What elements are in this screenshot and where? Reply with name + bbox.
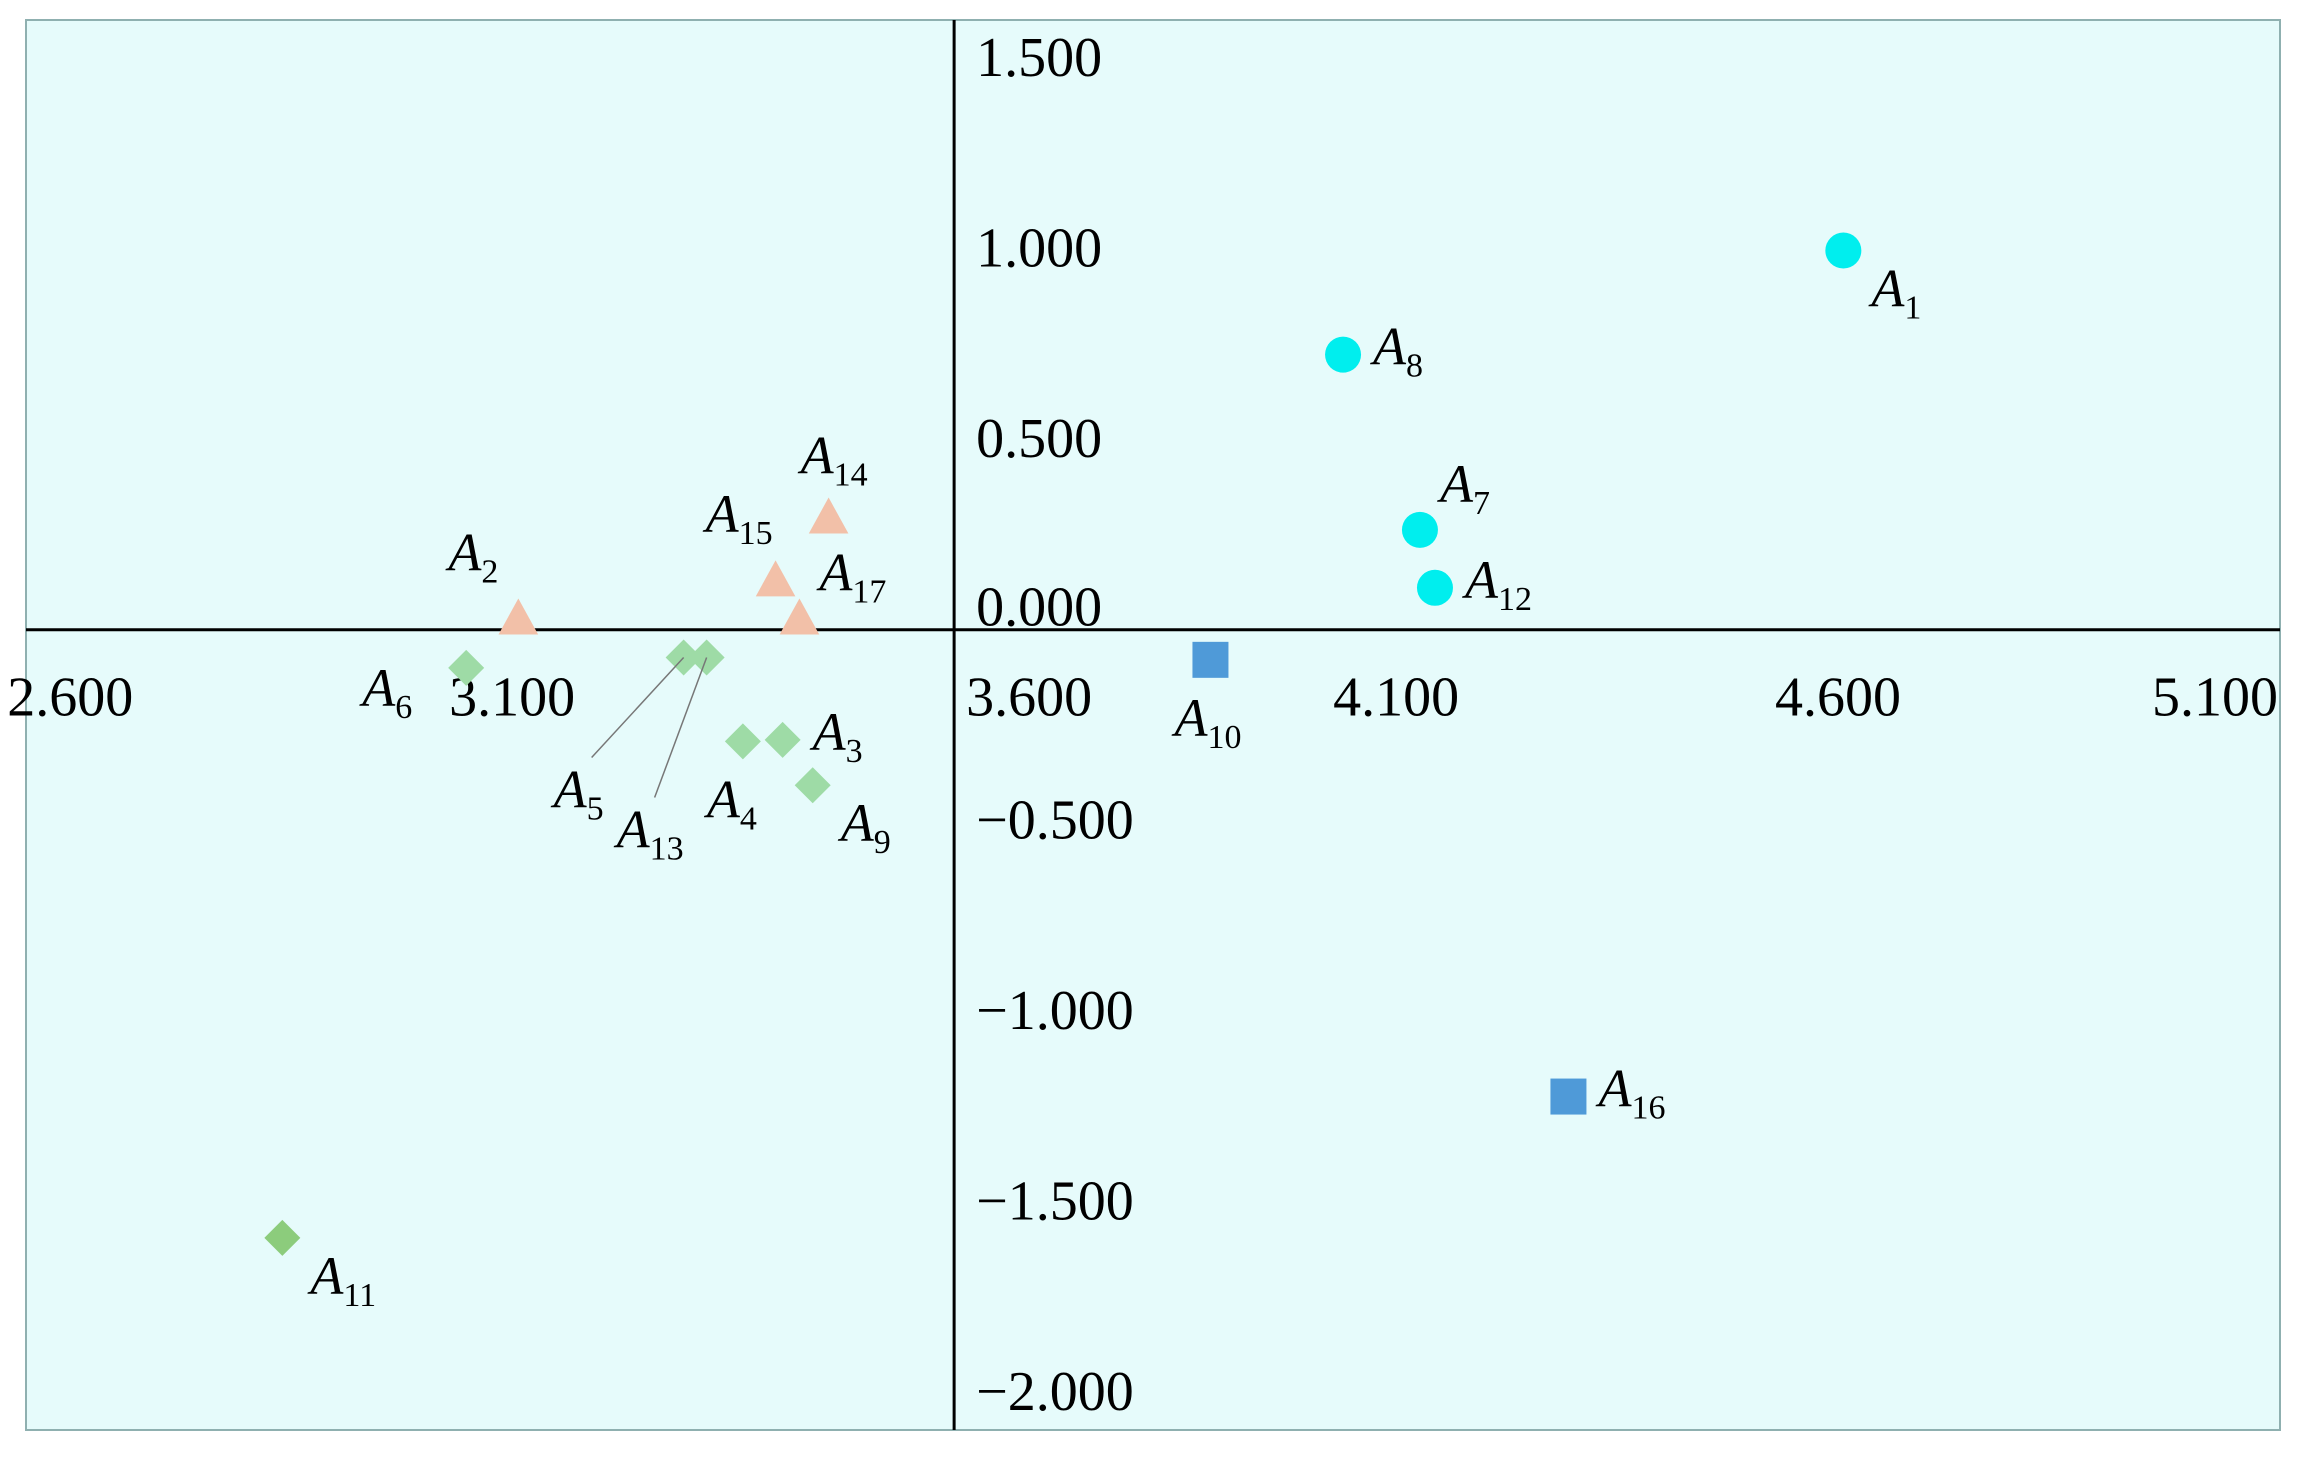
- point-a14: [808, 497, 849, 534]
- point-label: A6: [359, 658, 412, 726]
- point-label: A17: [816, 542, 886, 610]
- point-label-sub: 16: [1631, 1090, 1665, 1127]
- point-label-sub: 8: [1406, 348, 1423, 385]
- point-label: A8: [1370, 317, 1423, 385]
- point-a12: [1416, 569, 1453, 606]
- leader-line: [591, 657, 685, 759]
- point-label-sub: 11: [343, 1277, 376, 1314]
- point-label-main: A: [1171, 688, 1208, 748]
- point-label-sub: 14: [834, 456, 868, 493]
- point-label: A3: [810, 702, 863, 770]
- point-label-sub: 13: [650, 831, 684, 868]
- point-label-main: A: [704, 769, 741, 829]
- point-label-sub: 4: [740, 800, 757, 837]
- point-label-sub: 3: [846, 733, 863, 770]
- point-label-main: A: [1868, 259, 1905, 319]
- point-label: A2: [445, 522, 498, 590]
- y-tick-label: 1.000: [976, 218, 1102, 280]
- point-label-main: A: [1595, 1059, 1632, 1119]
- y-tick-label: 0.000: [976, 577, 1102, 639]
- point-label-main: A: [551, 760, 588, 820]
- x-tick-label: 4.600: [1775, 667, 1901, 729]
- point-label-main: A: [798, 425, 835, 485]
- point-label: A16: [1595, 1059, 1665, 1127]
- point-label: A5: [551, 760, 604, 828]
- point-a3: [764, 721, 801, 758]
- point-label-sub: 12: [1498, 581, 1532, 618]
- point-label: A11: [307, 1246, 376, 1314]
- point-label: A7: [1437, 454, 1490, 522]
- point-a1: [1825, 232, 1862, 269]
- point-a4: [724, 723, 761, 760]
- point-a7: [1401, 511, 1438, 548]
- point-a15: [755, 560, 796, 597]
- chart-marks: 2.600 3.100 3.600 4.100 4.600 5.1001.5001.000…: [7, 20, 2280, 1430]
- point-label: A10: [1171, 688, 1241, 756]
- y-tick-label: −1.000: [976, 980, 1134, 1042]
- y-tick-label: −0.500: [976, 789, 1134, 851]
- point-label: A9: [838, 793, 891, 861]
- point-a2: [498, 598, 539, 635]
- point-label-sub: 5: [587, 791, 604, 828]
- point-label-sub: 6: [395, 689, 412, 726]
- point-label-sub: 2: [481, 553, 498, 590]
- point-label: A1: [1868, 259, 1921, 327]
- point-label: A4: [704, 769, 757, 837]
- point-label: A15: [703, 484, 773, 552]
- point-label-main: A: [359, 658, 396, 718]
- y-tick-label: 1.500: [976, 27, 1102, 89]
- point-a11: [264, 1219, 301, 1256]
- x-tick-label: 3.600: [966, 667, 1092, 729]
- point-label-main: A: [1462, 550, 1499, 610]
- x-tick-label: 2.600: [7, 667, 133, 729]
- y-tick-label: −1.500: [976, 1170, 1134, 1232]
- point-label-sub: 7: [1473, 485, 1490, 522]
- point-label-main: A: [445, 522, 482, 582]
- point-label-sub: 15: [739, 515, 773, 552]
- point-label-main: A: [614, 800, 651, 860]
- point-a9: [794, 767, 831, 804]
- point-label: A12: [1462, 550, 1532, 618]
- x-tick-label: 4.100: [1333, 667, 1459, 729]
- point-a6: [448, 649, 485, 686]
- y-tick-label: 0.500: [976, 408, 1102, 470]
- point-label-main: A: [703, 484, 740, 544]
- x-tick-label: 5.100: [2152, 667, 2278, 729]
- point-a10: [1192, 641, 1229, 678]
- plot-background: [25, 19, 2281, 1431]
- point-label-sub: 9: [874, 824, 891, 861]
- point-label-main: A: [838, 793, 875, 853]
- point-label-main: A: [1437, 454, 1474, 514]
- leader-line: [653, 657, 708, 798]
- y-tick-label: −2.000: [976, 1361, 1134, 1423]
- point-label-sub: 17: [852, 573, 886, 610]
- point-label-main: A: [816, 542, 853, 602]
- point-label-sub: 10: [1207, 719, 1241, 756]
- point-a16: [1550, 1078, 1587, 1115]
- point-label-sub: 1: [1904, 290, 1921, 327]
- point-a17: [779, 598, 820, 635]
- point-label-main: A: [810, 702, 847, 762]
- point-label-main: A: [1370, 317, 1407, 377]
- point-label-main: A: [307, 1246, 344, 1306]
- point-a8: [1325, 336, 1362, 373]
- point-label: A13: [614, 800, 684, 868]
- point-label: A14: [798, 425, 868, 493]
